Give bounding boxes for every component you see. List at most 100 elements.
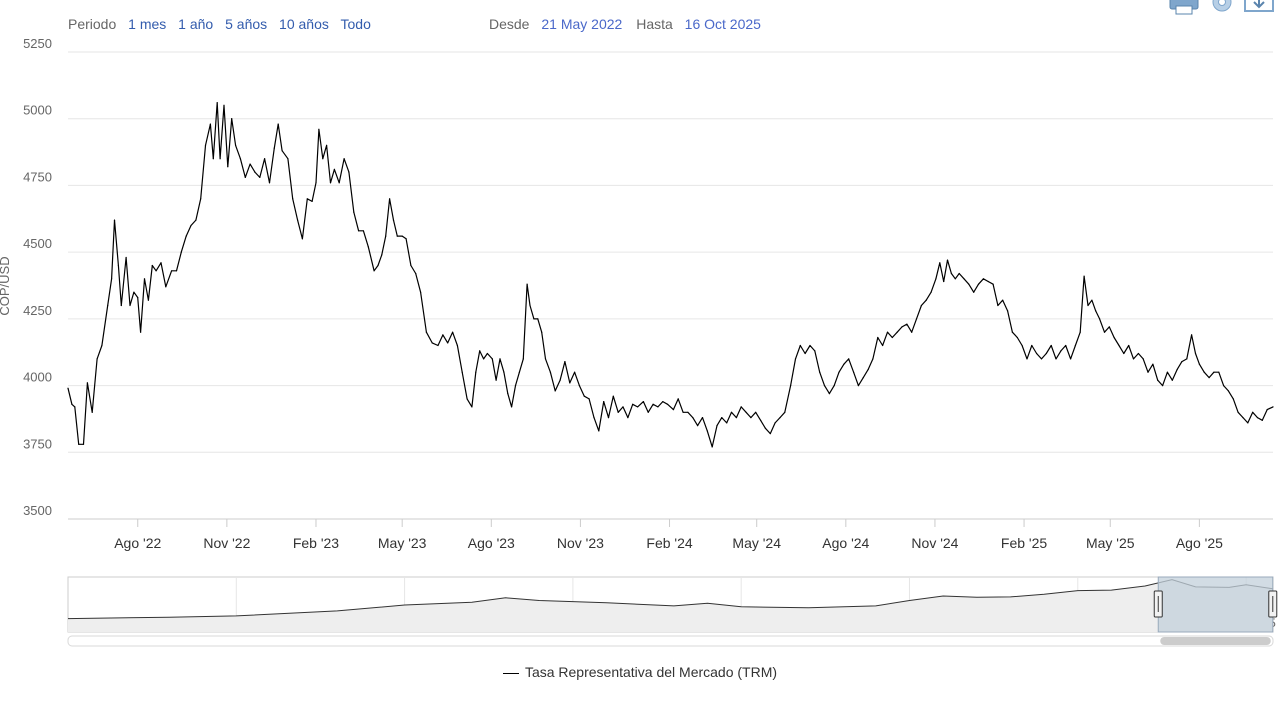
data-point <box>322 158 324 160</box>
data-point <box>1036 352 1038 355</box>
range-button-1-year[interactable]: 1 año <box>178 16 214 32</box>
range-button-all[interactable]: Todo <box>340 16 371 32</box>
data-point <box>1002 299 1004 301</box>
range-button-1-month[interactable]: 1 mes <box>128 16 167 32</box>
data-point <box>872 358 874 360</box>
data-point <box>442 334 444 336</box>
from-date-input[interactable]: 21 May 2022 <box>541 16 623 32</box>
data-point <box>74 406 76 408</box>
data-point <box>129 304 131 307</box>
y-tick-label: 5250 <box>23 36 52 51</box>
y-axis: 3500 3750 4000 4250 4500 4750 5000 5250 <box>23 36 52 518</box>
data-point <box>1095 310 1097 312</box>
data-point <box>583 395 585 397</box>
to-date-input[interactable]: 16 Oct 2025 <box>684 16 761 32</box>
navigator-selection[interactable] <box>1157 576 1274 633</box>
data-point <box>1194 352 1197 355</box>
data-point <box>1065 344 1067 347</box>
legend-item-trm[interactable]: Tasa Representativa del Mercado (TRM) <box>524 664 778 680</box>
data-point <box>1091 299 1093 301</box>
data-point <box>716 425 718 427</box>
data-point <box>682 411 684 413</box>
data-point <box>483 358 485 360</box>
data-point <box>518 371 521 373</box>
data-point <box>499 358 501 360</box>
data-point <box>219 158 221 160</box>
data-point <box>227 166 229 168</box>
data-point <box>607 417 610 419</box>
data-point <box>396 235 398 237</box>
data-point <box>475 371 477 373</box>
data-point <box>987 280 989 283</box>
data-point <box>522 358 524 360</box>
data-point <box>401 235 403 237</box>
data-point <box>1045 352 1047 355</box>
y-tick-label: 4250 <box>23 303 52 318</box>
data-point <box>514 385 517 387</box>
data-point <box>235 144 237 146</box>
data-point <box>311 200 313 202</box>
data-point <box>133 291 135 293</box>
data-point <box>373 270 375 272</box>
data-point <box>760 419 762 421</box>
data-point <box>259 176 261 178</box>
data-point <box>137 296 139 299</box>
navigator-scrollbar-thumb[interactable] <box>1160 637 1271 645</box>
data-point <box>67 387 69 389</box>
chart-toolbar <box>1166 0 1280 18</box>
data-point <box>1060 350 1062 352</box>
data-point <box>1181 361 1183 363</box>
data-point <box>1142 358 1144 360</box>
data-point <box>452 331 454 333</box>
data-point <box>804 352 806 355</box>
data-point <box>160 262 162 264</box>
data-point <box>1147 371 1149 373</box>
data-point <box>925 299 927 301</box>
data-point <box>216 102 218 104</box>
data-point <box>117 264 119 267</box>
data-point <box>574 371 576 373</box>
navigator[interactable]: 1995200020052010201520202025 <box>67 576 1278 647</box>
data-point <box>147 299 149 301</box>
navigator-scrollbar-track[interactable] <box>67 635 1274 647</box>
data-point <box>848 358 850 360</box>
data-point <box>697 425 699 427</box>
download-icon[interactable] <box>1242 0 1276 16</box>
data-point <box>1227 390 1229 392</box>
data-point <box>533 318 535 320</box>
data-point <box>799 344 801 347</box>
data-point <box>209 123 211 125</box>
data-point <box>1266 409 1268 411</box>
data-point <box>537 318 539 320</box>
data-point <box>745 411 747 413</box>
x-tick-label: May '23 <box>378 535 427 551</box>
data-point <box>120 304 122 307</box>
data-point <box>381 254 383 256</box>
data-point <box>1007 310 1009 312</box>
data-point <box>946 259 949 261</box>
settings-icon[interactable] <box>1206 0 1238 16</box>
data-point <box>1137 352 1139 355</box>
print-icon[interactable] <box>1168 0 1200 16</box>
data-point <box>82 443 85 445</box>
data-point <box>828 393 831 395</box>
data-point <box>598 430 600 432</box>
data-point <box>657 406 659 408</box>
data-point <box>348 171 350 173</box>
series-line-trm[interactable] <box>67 102 1274 448</box>
data-point <box>479 350 481 352</box>
data-point <box>721 417 723 419</box>
data-point <box>526 283 528 285</box>
range-button-10-years[interactable]: 10 años <box>279 16 329 32</box>
data-point <box>140 331 142 333</box>
data-point <box>617 411 619 413</box>
range-button-5-years[interactable]: 5 años <box>225 16 268 32</box>
legend[interactable]: Tasa Representativa del Mercado (TRM) <box>0 664 1280 680</box>
data-point <box>939 262 941 264</box>
data-point <box>281 150 283 152</box>
data-point <box>244 176 246 178</box>
data-point <box>1191 334 1193 336</box>
data-point <box>920 304 923 307</box>
y-axis-title: COP/USD <box>0 256 12 315</box>
x-tick-label: Ago '24 <box>822 535 869 551</box>
